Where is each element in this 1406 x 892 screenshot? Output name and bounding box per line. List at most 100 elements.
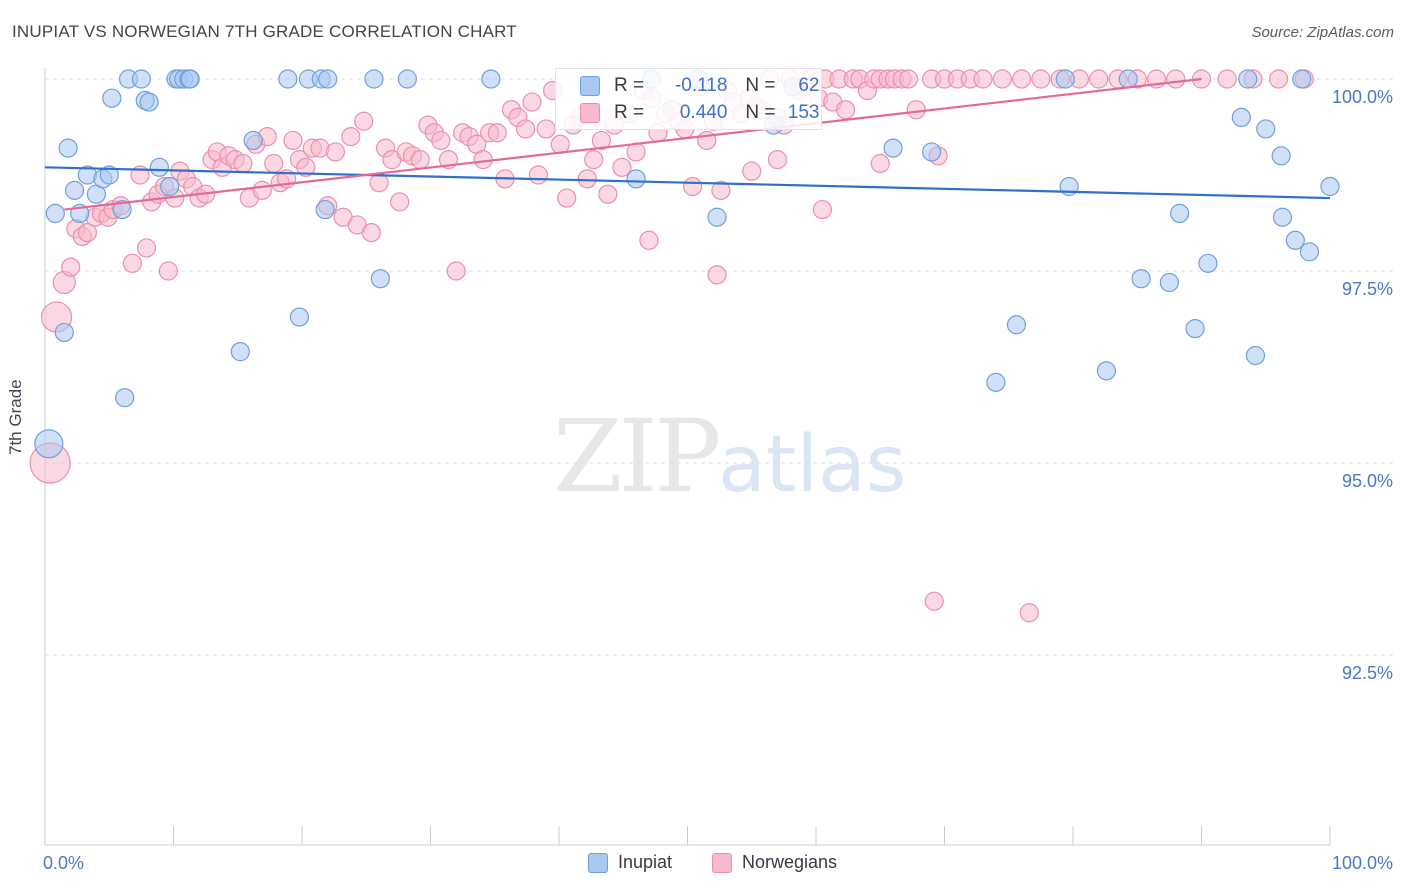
inupiat-point bbox=[243, 130, 263, 151]
inupiat-point bbox=[1131, 269, 1151, 289]
norwegians-legend-swatch bbox=[712, 852, 732, 873]
inupiat-point bbox=[1285, 230, 1305, 250]
inupiat-point bbox=[364, 69, 384, 89]
inupiat-point bbox=[986, 372, 1006, 392]
inupiat-point bbox=[1231, 107, 1251, 128]
norwegians-point bbox=[325, 142, 346, 162]
norwegians-point bbox=[410, 150, 430, 170]
norwegians-point bbox=[973, 69, 993, 89]
norwegians-point bbox=[1011, 69, 1032, 89]
norwegians-point bbox=[233, 153, 253, 174]
inupiat-swatch bbox=[580, 76, 600, 96]
y-tick-label: 95.0% bbox=[1342, 471, 1393, 491]
norwegians-point bbox=[1166, 69, 1186, 89]
norwegians-point bbox=[431, 130, 451, 151]
norwegians-point bbox=[898, 69, 919, 89]
inupiat-point bbox=[1198, 253, 1218, 273]
norwegians-point bbox=[1217, 69, 1237, 89]
norwegians-point bbox=[550, 134, 570, 154]
inupiat-point bbox=[370, 269, 390, 289]
norwegians-point bbox=[354, 111, 374, 131]
inupiat-point bbox=[54, 322, 74, 343]
norwegians-point bbox=[812, 199, 833, 220]
y-tick-label: 100.0% bbox=[1332, 87, 1393, 107]
norwegians-point bbox=[557, 188, 577, 208]
norwegians-swatch bbox=[580, 103, 600, 123]
inupiat-point bbox=[64, 180, 85, 200]
norwegians-trend-line bbox=[64, 77, 1202, 211]
inupiat-point bbox=[278, 69, 298, 89]
norwegians-point bbox=[522, 92, 542, 112]
norwegians-point bbox=[1019, 603, 1039, 623]
norwegians-point bbox=[591, 130, 612, 151]
tick-labels: 100.0% 97.5% 95.0% 92.5% 0.0% 100.0% bbox=[43, 87, 1393, 873]
norwegians-point bbox=[924, 591, 944, 611]
inupiat-point bbox=[1185, 319, 1205, 339]
inupiat-point bbox=[1055, 69, 1075, 89]
norwegians-point bbox=[584, 150, 604, 170]
norwegians-point bbox=[341, 127, 361, 147]
inupiat-point bbox=[99, 165, 119, 185]
inupiat-point bbox=[318, 69, 338, 89]
inupiat-point bbox=[131, 69, 151, 89]
norwegians-point bbox=[1268, 69, 1289, 89]
y-tick-label: 92.5% bbox=[1342, 663, 1393, 683]
inupiat-point bbox=[45, 203, 65, 223]
chart-title: INUPIAT VS NORWEGIAN 7TH GRADE CORRELATI… bbox=[12, 22, 517, 41]
r-label: R = bbox=[614, 75, 645, 96]
norwegians-points bbox=[29, 69, 1314, 623]
x-tick-label: 100.0% bbox=[1332, 853, 1393, 873]
x-tick-label: 0.0% bbox=[43, 853, 84, 873]
inupiat-point bbox=[1256, 119, 1276, 139]
inupiat-point bbox=[58, 138, 78, 158]
stats-legend-box: R = -0.118 N = 62 R = 0.440 N = 153 bbox=[555, 68, 822, 130]
inupiat-point bbox=[112, 199, 132, 220]
legend-item-norwegians[interactable]: Norwegians bbox=[712, 852, 837, 873]
norwegians-point bbox=[77, 223, 98, 243]
inupiat-point bbox=[1238, 69, 1258, 89]
norwegians-point bbox=[1031, 69, 1051, 89]
inupiat-point bbox=[34, 429, 64, 459]
norwegians-point bbox=[136, 238, 157, 258]
source-label: Source: ZipAtlas.com bbox=[1251, 24, 1394, 41]
inupiat-point bbox=[883, 138, 903, 158]
norwegians-point bbox=[639, 230, 659, 250]
inupiat-point bbox=[1271, 146, 1291, 166]
norwegians-point bbox=[767, 150, 788, 170]
inupiat-point bbox=[1299, 242, 1320, 262]
inupiat-point bbox=[1320, 176, 1340, 197]
inupiat-point bbox=[626, 169, 646, 189]
trend-lines bbox=[44, 77, 1331, 211]
r-value: 0.440 bbox=[679, 102, 728, 123]
legend-item-inupiat[interactable]: Inupiat bbox=[588, 852, 672, 873]
inupiat-point bbox=[160, 176, 180, 197]
norwegians-point bbox=[906, 100, 926, 120]
inupiat-trend-line bbox=[44, 166, 1331, 200]
norwegians-point bbox=[742, 161, 762, 181]
norwegians-point bbox=[707, 265, 727, 285]
norwegians-point bbox=[992, 69, 1012, 89]
inupiat-point bbox=[1006, 315, 1027, 335]
r-label: R = bbox=[614, 102, 645, 123]
norwegians-point bbox=[158, 261, 178, 281]
y-axis-label: 7th Grade bbox=[6, 379, 25, 455]
inupiat-point bbox=[922, 142, 942, 162]
inupiat-point bbox=[230, 342, 250, 362]
norwegians-point bbox=[683, 176, 703, 197]
inupiat-point bbox=[315, 199, 335, 220]
norwegians-point bbox=[598, 184, 618, 204]
inupiat-point bbox=[180, 69, 200, 89]
inupiat-point bbox=[1272, 207, 1293, 227]
inupiat-legend-swatch bbox=[588, 852, 608, 873]
n-value: 62 bbox=[798, 75, 820, 96]
inupiat-point bbox=[149, 157, 169, 177]
inupiat-point bbox=[1159, 272, 1179, 293]
norwegians-point bbox=[1089, 69, 1109, 89]
n-label: N = bbox=[745, 102, 776, 123]
inupiat-point bbox=[1096, 361, 1117, 381]
stats-row-norwegians: R = 0.440 N = 153 bbox=[580, 100, 820, 126]
norwegians-point bbox=[296, 157, 316, 177]
inupiat-point bbox=[481, 69, 501, 89]
norwegians-point bbox=[390, 192, 410, 212]
